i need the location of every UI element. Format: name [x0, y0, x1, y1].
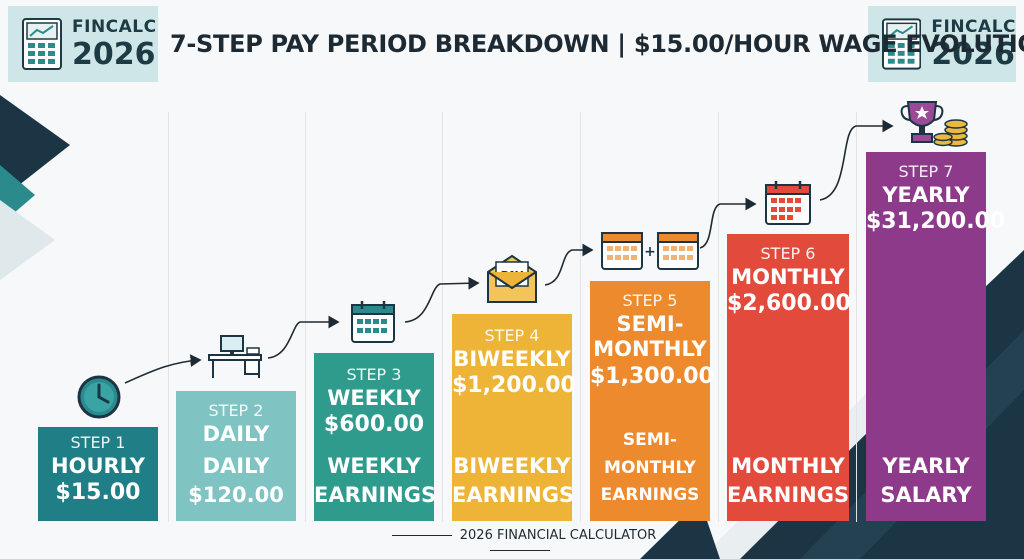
step-name: DAILY — [202, 422, 270, 446]
step-label: STEP 7 — [898, 162, 954, 181]
desk-icon — [208, 335, 262, 378]
logo-left: FINCALC 2026 — [8, 6, 158, 82]
step-card-7: STEP 7 YEARLY $31,200.00 YEARLY SALARY — [866, 152, 1006, 521]
step-desc: YEARLY SALARY — [880, 454, 972, 507]
two-calendars-icon: + — [601, 232, 699, 270]
step-card-3: STEP 3 WEEKLY $600.00 WEEKLY EARNINGS — [314, 353, 437, 521]
logo-line2: 2026 — [72, 36, 156, 72]
step-label: STEP 4 — [484, 326, 540, 345]
step-amount: $600.00 — [323, 412, 425, 437]
step-desc: BIWEEKLY EARNINGS — [452, 454, 575, 507]
svg-text:+: + — [644, 244, 656, 260]
grid-line — [442, 112, 443, 522]
trophy-coins-icon — [900, 101, 968, 147]
page-title: 7-STEP PAY PERIOD BREAKDOWN | $15.00/HOU… — [170, 30, 1024, 58]
step-label: STEP 2 — [208, 401, 264, 420]
calendar-icon — [351, 301, 395, 343]
step-name: BIWEEKLY — [453, 347, 571, 371]
calendar-icon — [765, 181, 811, 225]
logo-right: FINCALC 2026 — [868, 6, 1016, 82]
step-card-1: STEP 1 HOURLY $15.00 — [38, 427, 158, 521]
logo-line1: FINCALC — [72, 16, 157, 37]
calculator-chart-icon — [882, 18, 922, 70]
pay-envelope-icon: PAY — [487, 254, 537, 303]
footer-text: 2026 FINANCIAL CALCULATOR — [459, 528, 657, 543]
step-desc: SEMI-MONTHLY EARNINGS — [600, 430, 700, 505]
step-label: STEP 3 — [346, 365, 402, 384]
step-label: STEP 1 — [70, 433, 126, 452]
grid-line — [168, 112, 169, 522]
clock-icon — [77, 375, 121, 419]
logo-line1: FINCALC — [931, 16, 1016, 37]
footer-rule — [490, 550, 550, 551]
step-name: WEEKLY — [327, 386, 421, 410]
logo-line2: 2026 — [931, 36, 1015, 72]
step-name: YEARLY — [882, 183, 970, 207]
step-name: SEMI- MONTHLY — [593, 312, 707, 362]
step-card-6: STEP 6 MONTHLY $2,600.00 MONTHLY EARNING… — [727, 234, 851, 521]
footer-rule — [391, 535, 452, 536]
step-desc: MONTHLY EARNINGS — [727, 454, 850, 507]
step-card-2: STEP 2 DAILY DAILY $120.00 — [176, 391, 296, 521]
step-label: STEP 5 — [622, 291, 678, 310]
step-name: HOURLY — [51, 454, 145, 478]
grid-line — [856, 112, 857, 522]
grid-line — [580, 112, 581, 522]
step-amount: $1,300.00 — [590, 364, 714, 390]
grid-line — [305, 112, 306, 522]
step-desc: DAILY $120.00 — [188, 454, 284, 507]
step-amount: $31,200.00 — [866, 209, 1006, 234]
grid-line — [718, 112, 719, 522]
calculator-chart-icon — [22, 18, 62, 70]
step-card-4: STEP 4 BIWEEKLY $1,200.00 BIWEEKLY EARNI… — [452, 314, 576, 521]
step-amount: $15.00 — [55, 480, 141, 505]
step-amount: $2,600.00 — [727, 291, 851, 316]
step-amount: $1,200.00 — [452, 373, 576, 398]
step-label: STEP 6 — [760, 244, 816, 263]
footer: 2026 FINANCIAL CALCULATOR — [360, 528, 680, 558]
step-desc: WEEKLY EARNINGS — [314, 454, 437, 507]
step-name: MONTHLY — [731, 265, 845, 289]
step-card-5: STEP 5 SEMI- MONTHLY $1,300.00 SEMI-MONT… — [590, 281, 714, 521]
